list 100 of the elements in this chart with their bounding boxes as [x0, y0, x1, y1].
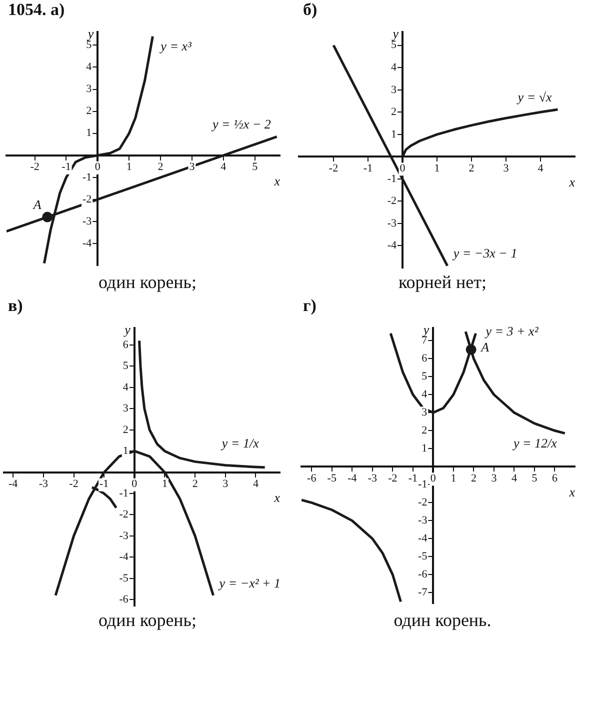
y-tick-label: -4 [119, 551, 129, 564]
x-tick-label: -3 [38, 478, 49, 490]
y-tick-label: -2 [82, 193, 92, 206]
text: один корень. [392, 610, 492, 632]
y-tick-label: 7 [422, 334, 428, 346]
y-tick-label: 1 [391, 128, 396, 140]
y-tick-label: 5 [122, 360, 129, 372]
y-tick-label: 4 [122, 381, 129, 394]
y-tick-label: 1 [86, 127, 92, 140]
y-tick-label: 3 [122, 402, 129, 415]
y-tick-label: -5 [418, 550, 428, 563]
y-tick-label: 2 [422, 424, 428, 437]
annotation: A [32, 196, 42, 212]
x-tick-label: 4 [511, 472, 518, 485]
y-tick-label: -1 [119, 487, 128, 500]
series-label: y = −3x − 1 [451, 246, 518, 261]
y-tick-label: 3 [422, 406, 428, 419]
chart-title: б) [302, 0, 318, 21]
x-tick-label: 2 [470, 472, 476, 485]
annotation: A [480, 340, 490, 355]
y-tick-label: -7 [418, 586, 428, 599]
x-tick-label: -1 [62, 161, 71, 174]
y-tick-label: -1 [82, 171, 92, 184]
series-label: y = 1/x [220, 435, 260, 450]
y-tick-label: -6 [418, 568, 428, 581]
x-tick-label: 0 [94, 161, 101, 174]
y-tick-label: 5 [422, 370, 428, 383]
x-tick-label: 5 [532, 472, 538, 485]
y-tick-label: 5 [86, 39, 92, 52]
x-tick-label: 2 [192, 478, 198, 490]
y-tick-label: 3 [391, 84, 397, 96]
y-tick-label: -2 [387, 195, 397, 208]
x-axis-title: x [568, 484, 576, 500]
x-tick-label: 2 [158, 161, 164, 174]
y-tick-label: -4 [387, 240, 397, 252]
y-tick-label: 3 [86, 83, 92, 96]
y-tick-label: -3 [387, 217, 397, 230]
x-axis-title: x [273, 173, 280, 188]
y-axis-title: y [421, 322, 430, 337]
x-tick-label: -2 [328, 162, 338, 175]
y-tick-label: 2 [391, 106, 396, 118]
x-tick-label: 3 [491, 472, 498, 485]
x-tick-label: -6 [307, 472, 317, 485]
x-axis-title: x [273, 490, 280, 506]
x-tick-label: 2 [468, 162, 474, 175]
chart-title: 1054. а) [7, 0, 66, 21]
y-tick-label: -2 [119, 508, 128, 521]
y-tick-label: -3 [119, 530, 129, 542]
x-tick-label: -4 [348, 472, 358, 485]
text: один корень; [97, 610, 198, 632]
series-label: y = √x [516, 89, 552, 104]
y-tick-label: 4 [86, 61, 92, 74]
series-label: y = ½x − 2 [210, 116, 272, 132]
series-label: y = −x² + 1 [217, 575, 281, 590]
y-tick-label: -3 [82, 215, 92, 228]
x-tick-label: -1 [363, 162, 373, 175]
x-tick-label: 3 [189, 161, 196, 174]
x-tick-label: 3 [222, 478, 229, 490]
x-tick-label: -5 [327, 472, 337, 485]
text: один корень; [97, 272, 198, 294]
y-tick-label: -4 [418, 532, 428, 545]
x-tick-label: 1 [434, 162, 440, 175]
y-tick-label: -3 [418, 514, 428, 527]
y-axis-title: y [390, 26, 399, 41]
y-tick-label: -2 [418, 496, 428, 509]
x-axis-title: x [568, 174, 576, 190]
x-tick-label: -1 [408, 472, 418, 485]
series-label: y = 3 + x² [484, 323, 540, 338]
y-tick-label: 6 [422, 352, 428, 364]
x-tick-label: 5 [252, 161, 258, 174]
y-axis-title: y [122, 322, 131, 337]
x-tick-label: 0 [430, 472, 436, 485]
x-tick-label: 4 [220, 161, 227, 174]
x-tick-label: -1 [100, 478, 109, 490]
y-tick-label: 2 [86, 105, 92, 118]
y-tick-label: 6 [122, 338, 129, 351]
series-label: y = 12/x [511, 435, 558, 450]
y-tick-label: 4 [391, 62, 397, 74]
y-tick-label: 1 [122, 444, 128, 457]
x-tick-label: -4 [8, 478, 18, 490]
y-tick-label: 4 [422, 388, 428, 401]
y-tick-label: -5 [119, 572, 129, 584]
y-tick-label: 1 [422, 442, 428, 455]
x-tick-label: 0 [132, 478, 138, 490]
y-tick-label: 2 [122, 424, 128, 436]
y-tick-label: -6 [119, 594, 129, 606]
chart-title: г) [302, 296, 318, 317]
x-tick-label: 6 [552, 472, 558, 485]
y-axis-title: y [86, 26, 94, 41]
x-tick-label: -2 [69, 478, 78, 490]
x-tick-label: -2 [30, 161, 40, 174]
text: корней нет; [397, 272, 488, 294]
y-tick-label: -4 [82, 237, 92, 250]
y-tick-label: 5 [391, 39, 397, 52]
x-tick-label: -3 [368, 472, 378, 485]
x-tick-label: 1 [162, 478, 168, 490]
series-label: y = x³ [158, 38, 192, 54]
x-tick-label: 4 [538, 162, 544, 175]
chart-title: в) [7, 296, 24, 317]
x-tick-label: 4 [252, 478, 259, 490]
